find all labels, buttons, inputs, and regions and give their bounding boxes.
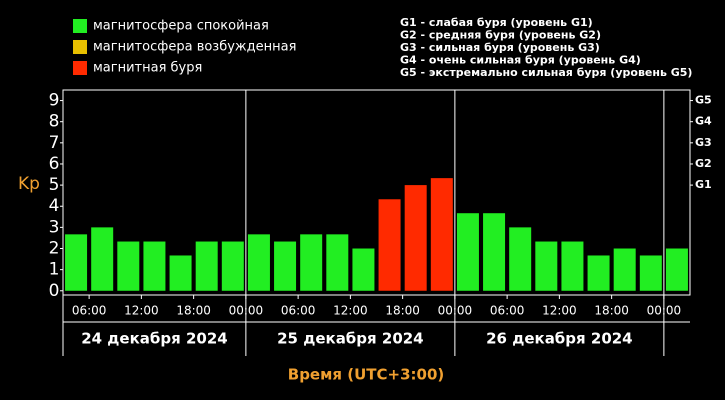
y2-tick-label: G4 [695, 115, 712, 128]
y2-tick-label: G5 [695, 94, 712, 107]
bar [639, 255, 662, 291]
y2-tick-label: G3 [695, 136, 712, 149]
bar [143, 241, 166, 291]
y-tick-label: 6 [49, 154, 60, 174]
bar [509, 227, 532, 291]
y-tick-label: 1 [49, 260, 60, 280]
bar [665, 248, 688, 291]
bar [587, 255, 610, 291]
day-label: 26 декабря 2024 [486, 330, 633, 348]
x-tick-label: 12:00 [333, 304, 368, 318]
storm-legend-line: G4 - очень сильная буря (уровень G4) [400, 54, 641, 67]
y-tick-label: 3 [49, 217, 60, 237]
x-tick-label: 18:00 [176, 304, 211, 318]
bar [378, 199, 401, 291]
x-axis-label: Время (UTC+3:00) [288, 366, 444, 384]
x-tick-label: 12:00 [124, 304, 159, 318]
x-tick-label: 06:00 [72, 304, 107, 318]
bar [430, 178, 453, 291]
y-tick-label: 4 [49, 196, 60, 216]
legend-label: магнитосфера спокойная [93, 19, 269, 34]
legend-swatch [73, 19, 87, 33]
legend-swatch [73, 61, 87, 75]
y2-tick-label: G2 [695, 157, 712, 170]
bar [91, 227, 114, 291]
storm-legend-line: G3 - сильная буря (уровень G3) [400, 41, 600, 54]
x-tick-label: 18:00 [385, 304, 420, 318]
plot-frame [62, 89, 691, 296]
bar [561, 241, 584, 291]
bar [274, 241, 297, 291]
bar [65, 234, 88, 291]
x-tick-label: 18:00 [594, 304, 629, 318]
bar [117, 241, 140, 291]
storm-legend-line: G1 - слабая буря (уровень G1) [400, 16, 593, 29]
y-axis-label: Kp [18, 174, 40, 194]
day-label: 24 декабря 2024 [81, 330, 228, 348]
bar [169, 255, 192, 291]
bar [613, 248, 636, 291]
day-label: 25 декабря 2024 [277, 330, 424, 348]
x-tick-label: 06:00 [490, 304, 525, 318]
bar [195, 241, 218, 291]
bar [535, 241, 558, 291]
legend-label: магнитная буря [93, 61, 202, 76]
y-tick-label: 7 [49, 133, 60, 153]
bar [300, 234, 323, 291]
y-tick-label: 9 [49, 91, 60, 111]
bar [221, 241, 244, 291]
y-tick-label: 5 [49, 175, 60, 195]
bar [404, 185, 427, 291]
x-tick-label: 12:00 [542, 304, 577, 318]
bar [456, 213, 479, 291]
legend-swatch [73, 40, 87, 54]
y-tick-label: 8 [49, 112, 60, 132]
bar [326, 234, 349, 291]
bar [247, 234, 270, 291]
storm-legend-line: G5 - экстремально сильная буря (уровень … [400, 66, 692, 79]
y-tick-label: 0 [49, 281, 60, 301]
bar [483, 213, 506, 291]
storm-legend-line: G2 - средняя буря (уровень G2) [400, 29, 601, 42]
legend-label: магнитосфера возбужденная [93, 40, 296, 55]
bar [352, 248, 375, 291]
y-tick-label: 2 [49, 239, 60, 259]
x-tick-label: 06:00 [281, 304, 316, 318]
y2-tick-label: G1 [695, 178, 712, 191]
